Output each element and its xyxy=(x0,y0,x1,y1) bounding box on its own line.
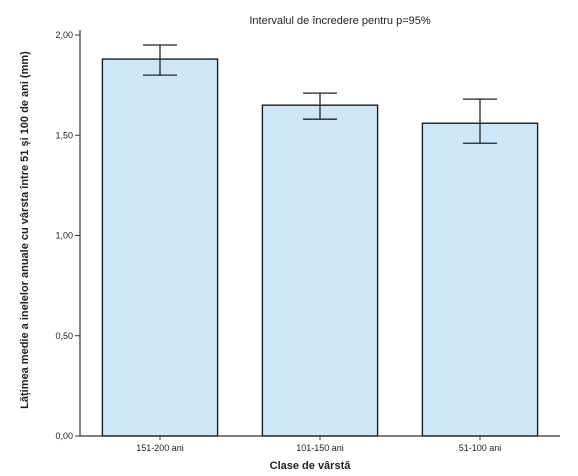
y-axis-title: Lățimea medie a inelelor anuale cu vârst… xyxy=(19,51,31,409)
chart-title: Intervalul de încredere pentru p=95% xyxy=(249,15,431,27)
error-bars-group xyxy=(143,44,497,144)
x-ticks-group: 151-200 ani 101-150 ani 51-100 ani xyxy=(136,436,501,453)
bar-2 xyxy=(421,122,539,437)
x-tick-label-2: 51-100 ani xyxy=(459,443,502,453)
x-tick-label-1: 101-150 ani xyxy=(296,443,344,453)
y-tick-label-2: 1,00 xyxy=(55,231,73,241)
y-ticks-group: 0,00 0,50 1,00 1,50 2,00 xyxy=(55,30,80,441)
y-tick-label-1: 0,50 xyxy=(55,331,73,341)
x-axis-title: Clase de vârstă xyxy=(270,460,352,472)
y-tick-label-3: 1,50 xyxy=(55,130,73,140)
x-tick-label-0: 151-200 ani xyxy=(136,443,184,453)
y-tick-label-0: 0,00 xyxy=(55,431,73,441)
y-tick-label-4: 2,00 xyxy=(55,30,73,40)
bar-0 xyxy=(101,58,219,437)
bar-1 xyxy=(261,104,379,437)
